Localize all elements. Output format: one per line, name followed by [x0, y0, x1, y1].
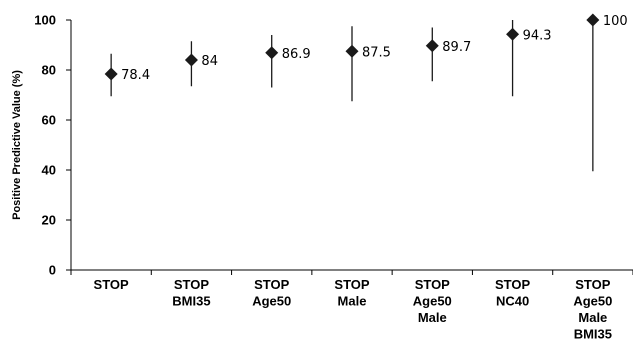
y-tick-label: 100 [34, 13, 56, 28]
data-point-marker [184, 53, 198, 67]
y-tick-label: 0 [49, 263, 56, 278]
data-point-marker [425, 39, 439, 53]
data-label: 94.3 [523, 28, 552, 43]
x-category-line: Male [578, 310, 607, 325]
x-category-line: NC40 [496, 294, 529, 309]
x-category-line: Age50 [413, 294, 452, 309]
data-point-marker [345, 44, 359, 58]
data-label: 87.5 [362, 45, 391, 60]
x-category-line: STOP [334, 277, 369, 292]
y-tick-label: 80 [42, 63, 56, 78]
data-label: 78.4 [121, 68, 150, 83]
x-category-line: Age50 [573, 294, 612, 309]
x-category-line: STOP [174, 277, 209, 292]
x-category-line: BMI35 [574, 327, 612, 342]
data-point-marker [265, 46, 279, 60]
y-tick-label: 40 [42, 163, 56, 178]
y-axis-ticks: 0 20 40 60 80 100 [34, 13, 71, 278]
x-category-line: STOP [495, 277, 530, 292]
y-axis-title: Positive Predictive Value (%) [11, 70, 23, 220]
axes [70, 20, 633, 275]
data-marks: 78.4 84 86.9 87.5 89.7 94.3 100 [104, 13, 628, 172]
x-category-line: Age50 [252, 294, 291, 309]
x-category-line: STOP [254, 277, 289, 292]
x-category-line: Male [338, 294, 367, 309]
x-category-line: STOP [415, 277, 450, 292]
data-point-marker [506, 27, 520, 41]
data-point-marker [586, 13, 600, 27]
x-category-line: STOP [575, 277, 610, 292]
x-category-line: Male [418, 310, 447, 325]
x-category-label: STOP [94, 277, 129, 292]
x-category-label: STOP Age50 [252, 277, 291, 309]
x-category-line: BMI35 [172, 294, 210, 309]
x-axis-labels: STOP STOPBMI35STOPAge50STOPMaleSTOPAge50M… [94, 277, 613, 342]
y-tick-label: 60 [42, 113, 56, 128]
y-tick-label: 20 [42, 213, 56, 228]
data-label: 100 [603, 14, 628, 29]
data-label: 84 [201, 54, 218, 69]
x-category-line: STOP [94, 277, 129, 292]
data-label: 86.9 [282, 47, 311, 62]
x-category-label: STOP NC40 [495, 277, 530, 309]
data-point-marker [104, 67, 118, 81]
data-label: 89.7 [442, 40, 471, 55]
x-category-label: STOP Male [334, 277, 369, 309]
x-category-label: STOP BMI35 [172, 277, 210, 309]
